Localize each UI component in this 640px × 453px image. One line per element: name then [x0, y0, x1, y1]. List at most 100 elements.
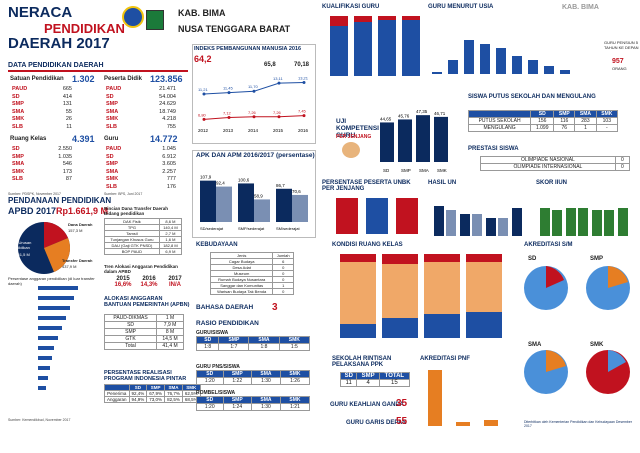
- ipm-value-2: 65,8: [264, 62, 276, 68]
- pnf-title: AKREDITASI PNF: [420, 356, 470, 362]
- table-header: SMP: [553, 110, 576, 118]
- data-label-rls: 6,80: [198, 112, 207, 117]
- bar: [472, 214, 482, 236]
- ipm-box: [192, 44, 316, 144]
- bar: [38, 316, 66, 320]
- rincian-table: DAK Fisik 8,6 M TPG 140,4 M Tamsil 2,7 M Tunja…: [104, 218, 183, 255]
- bar: [38, 356, 52, 360]
- table-header: SMA: [248, 336, 280, 344]
- guru-label: Guru: [104, 136, 119, 142]
- tren-item: 2016 14,3%: [140, 276, 158, 288]
- table-cell: DAU (Gaji GTK PNSD): [104, 242, 160, 249]
- kondisi-title: KONDISI RUANG KELAS: [332, 242, 403, 248]
- bar-smk: [402, 16, 420, 76]
- satuan-total: 1.302: [72, 74, 95, 84]
- table-cell: 1:8: [248, 343, 280, 351]
- kualifikasi-title: KUALIFIKASI GURU: [322, 4, 380, 10]
- table-cell: 1:22: [222, 377, 252, 385]
- bar: [498, 218, 508, 236]
- tren-values: 2015 16,6% 2016 14,3% 2017 IN/A: [110, 276, 190, 288]
- table-cell: 15: [378, 379, 411, 387]
- data-label-rls: 7,26: [248, 110, 257, 115]
- bar-smp: [354, 16, 372, 76]
- ruang-list: SD 2.550 SMP 1.035 SMA 546 SMK 173 SLB 87: [12, 146, 72, 184]
- rintisan-table: SD SMP TOTAL 11 4 15: [339, 372, 411, 387]
- akreditasi-pies: [524, 266, 630, 394]
- bar-smp: [336, 198, 358, 234]
- bar-baik: [340, 324, 376, 338]
- table-cell: 0: [614, 156, 631, 164]
- putus-table: SD SMP SMA SMK PUTUS SEKOLAH 156 116 283 103 MENG…: [467, 110, 619, 132]
- table-header: SMK: [278, 336, 311, 344]
- table-row: 1:20 1:24 1:30 1:21: [196, 403, 311, 411]
- list-item: SMA 55: [12, 108, 72, 115]
- apk-bar-chart: 107,9 92,4 SD/sederajat 100,6 58,9 SMP/sedera…: [200, 175, 308, 231]
- point-hls: [252, 89, 256, 93]
- section-pendanaan: PENDANAAN PENDIDIKAN: [8, 196, 112, 205]
- bar-pkbm: [484, 420, 498, 426]
- table-row: 1:8 1:7 1:8 1:5: [195, 343, 311, 351]
- pie-value-transfer: 437,9 M: [62, 264, 77, 269]
- putus-title: SISWA PUTUS SEKOLAH DAN MENGULANG: [468, 94, 596, 100]
- bahasa-value: 3: [272, 302, 278, 313]
- list-item: SMK 26: [12, 116, 72, 122]
- table-cell: PUTUS SEKOLAH: [467, 117, 532, 125]
- kab-name: KAB. BIMA: [178, 8, 226, 18]
- section-data-pendidikan: DATA PENDIDIKAN DAERAH: [8, 62, 104, 69]
- list-item: SMA 18.749: [106, 108, 176, 115]
- apbd-label: APBD 2017: [8, 206, 57, 216]
- table-cell: Tunjangan Khusus Guru: [104, 236, 160, 243]
- list-item: SMA 2.257: [106, 168, 176, 175]
- rasio-table: SD SMP SMA SMK 1:8 1:7 1:8 1:5: [195, 336, 311, 351]
- bar-sma: [378, 16, 396, 76]
- satuan-label: Satuan Pendidikan: [10, 76, 64, 82]
- table-header: SMP: [222, 396, 252, 404]
- list-item: SMP 24.629: [106, 101, 176, 107]
- un-chart: [434, 206, 522, 236]
- bar: [552, 210, 562, 236]
- bar-rs: [466, 262, 502, 312]
- guru-usia-chart: [432, 40, 570, 74]
- table-cell: SMP: [103, 328, 158, 336]
- bar: [512, 208, 522, 236]
- table-header: SMP: [218, 336, 250, 344]
- table-cell: 283: [574, 117, 597, 125]
- list-item: SLB 176: [106, 183, 176, 190]
- bar: [38, 336, 58, 340]
- ukg-title: UJI KOMPETENSI GURU: [336, 118, 379, 139]
- prestasi-title: PRESTASI SISWA: [468, 146, 519, 152]
- table-header: SMK: [279, 396, 311, 404]
- table-cell: 1:7: [218, 343, 250, 351]
- pie-slice-transfer-daerah: [44, 238, 71, 272]
- table-cell: Anggaran: [104, 396, 130, 403]
- tick-label: SD/sederajat: [200, 226, 224, 231]
- bar-sd-s1: [330, 16, 348, 26]
- tick-label: 2014: [248, 128, 259, 133]
- akreditasi-title: AKREDITASI S/M: [524, 242, 573, 248]
- pensiun-value: 957: [612, 58, 624, 65]
- table-cell: 11: [339, 379, 358, 387]
- ipm-value: 64,2: [194, 54, 212, 64]
- table-cell: 116: [553, 117, 576, 125]
- tick-label: 2015: [273, 128, 284, 133]
- teacher-icon: [342, 142, 360, 158]
- persen-bar-chart: [38, 286, 78, 390]
- list-item: SMP 1.035: [12, 153, 72, 160]
- source-note: Sumber: Kemendikbud, November 2017: [8, 418, 71, 422]
- table-cell: 1:20: [196, 377, 224, 385]
- akreditasi-sd-label: SD: [528, 256, 537, 262]
- list-item: PAUD 665: [12, 86, 72, 92]
- table-cell: 76,7%: [164, 390, 183, 397]
- table-cell: 4: [356, 379, 380, 387]
- table-row: PAUD-DIKMAS 1 M: [103, 314, 184, 322]
- bar-ukg: [398, 119, 412, 162]
- bar: [38, 376, 48, 380]
- data-label-apm: 58,9: [254, 193, 263, 198]
- list-item: SMK 4.218: [106, 116, 176, 122]
- bar-apm: [254, 199, 270, 222]
- source-note: Sumber: BPS, Juni 2017: [104, 192, 143, 196]
- pie-label-non-urusan: Non Urusan Pendidikan: [10, 240, 32, 250]
- bar: [38, 286, 78, 290]
- table-cell: Warisan Budaya Tak Benda: [209, 288, 274, 295]
- ipm-title: INDEKS PEMBANGUNAN MANUSIA 2016: [194, 46, 302, 52]
